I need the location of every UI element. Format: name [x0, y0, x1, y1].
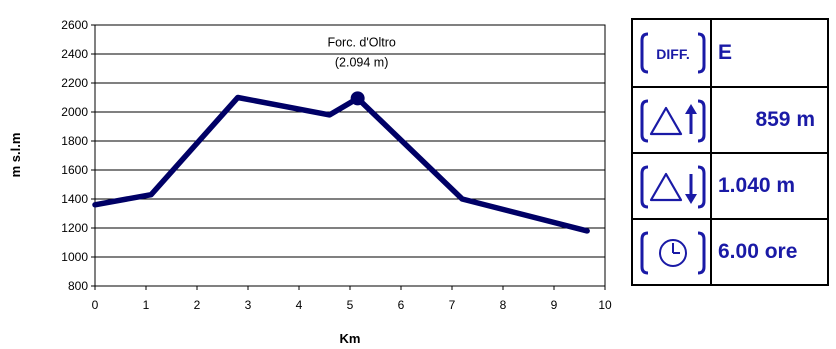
- route-stats-panel: DIFF. E 859 m 1.040 m: [631, 18, 829, 286]
- difficulty-icon: DIFF.: [633, 20, 712, 86]
- x-tick-label: 3: [245, 298, 252, 312]
- time-value: 6.00 ore: [718, 240, 798, 263]
- gridlines: [95, 53, 605, 258]
- y-tick-label: 2200: [61, 76, 88, 90]
- y-tick-label: 1000: [61, 250, 88, 264]
- triangle-up-arrow-icon: [633, 88, 712, 152]
- elevation-profile-chart: 800 1000 1200 1400 1600 1800 2000 2200 2400 2 6 00 …: [8, 18, 612, 346]
- y-tick-label: 2600: [61, 18, 88, 32]
- triangle-down-arrow-icon: [633, 154, 712, 218]
- summit-name-label: Forc. d'Oltro: [327, 35, 395, 49]
- descent-row: 1.040 m: [633, 152, 827, 218]
- x-axis-title: Km: [340, 331, 361, 346]
- clock-icon: [633, 220, 712, 284]
- elevation-line: [92, 94, 590, 234]
- y-tick-label: 1400: [61, 192, 88, 206]
- summit-marker: [350, 91, 365, 106]
- x-tick-label: 5: [347, 298, 354, 312]
- x-tick-label: 7: [449, 298, 456, 312]
- x-tick-label: 4: [296, 298, 303, 312]
- x-tick-label: 2: [194, 298, 201, 312]
- descent-value: 1.040 m: [718, 174, 796, 197]
- difficulty-icon-label: DIFF.: [656, 46, 689, 62]
- difficulty-value: E: [718, 41, 733, 64]
- x-tick-label: 8: [500, 298, 507, 312]
- ascent-row: 859 m: [633, 86, 827, 152]
- y-tick-label: 1800: [61, 134, 88, 148]
- y-tick-label: 800: [68, 279, 88, 293]
- ascent-value: 859 m: [755, 108, 815, 131]
- y-tick-label: 2400: [61, 47, 88, 61]
- x-tick-label: 9: [551, 298, 558, 312]
- y-axis-title: m s.l.m: [8, 133, 23, 178]
- summit-elevation-label: (2.094 m): [335, 55, 389, 69]
- x-tick-labels: 0 1 2 3 4 5 6 7 8 9 10: [92, 286, 612, 312]
- x-tick-label: 6: [398, 298, 405, 312]
- difficulty-row: DIFF. E: [633, 20, 827, 86]
- y-tick-label: 1600: [61, 163, 88, 177]
- x-tick-label: 1: [143, 298, 150, 312]
- x-tick-label: 10: [598, 298, 612, 312]
- plot-area: [94, 24, 606, 287]
- y-tick-label: 1200: [61, 221, 88, 235]
- x-tick-label: 0: [92, 298, 99, 312]
- y-tick-labels: 800 1000 1200 1400 1600 1800 2000 2200 2400 2600: [61, 18, 95, 293]
- time-row: 6.00 ore: [633, 218, 827, 284]
- y-tick-label: 2000: [61, 105, 88, 119]
